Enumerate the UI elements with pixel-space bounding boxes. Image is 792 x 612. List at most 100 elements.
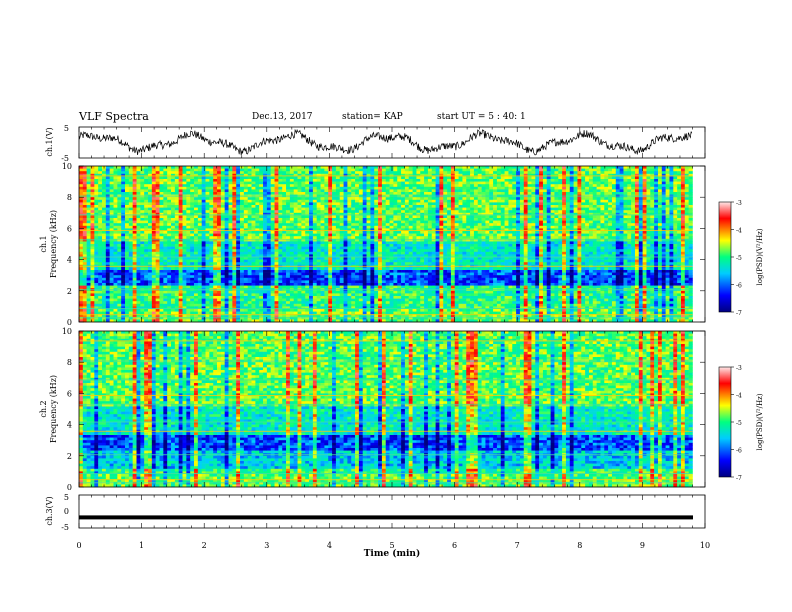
spectrogram-cell: [128, 280, 133, 284]
spectrogram-cell: [347, 277, 352, 281]
spectrogram-cell: [167, 215, 172, 219]
spectrogram-cell: [320, 249, 325, 253]
spectrogram-cell: [163, 319, 168, 323]
spectrogram-cell: [316, 231, 321, 234]
spectrogram-cell: [278, 173, 283, 177]
spectrogram-cell: [236, 192, 241, 195]
spectrogram-cell: [370, 179, 375, 182]
spectrogram-cell: [358, 257, 364, 260]
spectrogram-cell: [259, 215, 264, 219]
spectrogram-cell: [98, 246, 103, 250]
spectrogram-cell: [301, 251, 306, 255]
spectrogram-cell: [109, 168, 114, 172]
spectrogram-cell: [132, 290, 137, 294]
spectrogram-cell: [362, 184, 367, 188]
spectrogram-cell: [102, 184, 107, 188]
spectrogram-cell: [159, 254, 164, 258]
spectrogram-cell: [297, 270, 302, 273]
spectrogram-cell: [125, 296, 130, 299]
spectrogram-cell: [121, 233, 126, 237]
spectrogram-cell: [309, 277, 314, 281]
spectrogram-cell: [105, 207, 110, 211]
spectrogram-cell: [381, 311, 387, 315]
spectrogram-cell: [370, 199, 375, 203]
spectrogram-cell: [263, 306, 268, 310]
spectrogram-cell: [86, 181, 91, 185]
spectrogram-cell: [117, 296, 122, 299]
spectrogram-cell: [236, 262, 241, 266]
spectrogram-cell: [155, 166, 160, 169]
spectrogram-cell: [98, 262, 103, 266]
spectrogram-cell: [347, 220, 352, 224]
spectrogram-cell: [151, 210, 156, 214]
spectrogram-cell: [94, 233, 99, 237]
spectrogram-cell: [305, 220, 310, 224]
spectrogram-cell: [213, 215, 218, 219]
spectrogram-cell: [151, 215, 156, 219]
spectrogram-cell: [174, 184, 179, 188]
spectrogram-cell: [374, 192, 379, 195]
spectrogram-cell: [293, 251, 298, 255]
spectrogram-cell: [178, 251, 183, 255]
spectrogram-cell: [132, 189, 137, 193]
ch1-ytick-top: 5: [64, 124, 69, 133]
spectrogram-cell: [339, 275, 344, 279]
spectrogram-cell: [209, 192, 214, 195]
spectrogram-cell: [358, 176, 364, 180]
spectrogram-cell: [90, 168, 95, 172]
spectrogram-cell: [121, 257, 126, 260]
spectrogram-cell: [209, 186, 214, 190]
spectrogram-cell: [259, 228, 264, 232]
spectrogram-cell: [136, 202, 141, 206]
spectrogram-cell: [297, 220, 302, 224]
spectrogram-cell: [190, 176, 195, 180]
spectrogram-cell: [374, 181, 379, 185]
spectrogram-cell: [105, 244, 110, 247]
spectrogram-cell: [240, 296, 245, 299]
spectrogram-cell: [171, 311, 176, 315]
spectrogram-cell: [167, 306, 172, 310]
spectrogram-cell: [197, 202, 202, 206]
spectrogram-cell: [132, 311, 137, 315]
spectrogram-cell: [98, 184, 103, 188]
spectrogram-cell: [125, 309, 130, 312]
spectrogram-cell: [328, 231, 333, 234]
spectrogram-cell: [370, 233, 375, 237]
spectrogram-cell: [140, 171, 145, 175]
spectrogram-cell: [366, 210, 371, 214]
spectrogram-cell: [332, 233, 337, 237]
spectrogram-cell: [358, 184, 364, 188]
spectrogram-cell: [289, 246, 295, 250]
spectrogram-cell: [339, 301, 344, 305]
spectrogram-cell: [236, 207, 241, 211]
spectrogram-cell: [366, 277, 371, 281]
spectrogram-cell: [259, 285, 264, 289]
spectrogram-cell: [320, 189, 325, 193]
spectrogram-cell: [266, 272, 272, 276]
spectrogram-cell: [155, 311, 160, 315]
spectrogram-cell: [343, 277, 348, 281]
spectrogram-cell: [197, 306, 202, 310]
spectrogram-cell: [136, 272, 141, 276]
spectrogram-cell: [155, 275, 160, 279]
spectrogram-cell: [194, 254, 199, 258]
spectrogram-cell: [151, 303, 156, 307]
spectrogram-cell: [263, 212, 268, 216]
spectrogram-cell: [182, 285, 187, 289]
spectrogram-cell: [144, 244, 149, 247]
spectrogram-cell: [159, 223, 164, 227]
spectrogram-cell: [121, 207, 126, 211]
spectrogram-cell: [328, 272, 333, 276]
spectrogram-cell: [171, 184, 176, 188]
spectrogram-cell: [102, 205, 107, 208]
spectrogram-cell: [278, 179, 283, 182]
spectrogram-cell: [243, 205, 248, 208]
spectrogram-cell: [159, 210, 164, 214]
spectrogram-cell: [355, 225, 360, 229]
spectrogram-cell: [190, 246, 195, 250]
spectrogram-cell: [232, 311, 237, 315]
spectrogram-cell: [171, 298, 176, 302]
spectrogram-cell: [301, 314, 306, 318]
spectrogram-cell: [355, 184, 360, 188]
spectrogram-cell: [251, 254, 256, 258]
